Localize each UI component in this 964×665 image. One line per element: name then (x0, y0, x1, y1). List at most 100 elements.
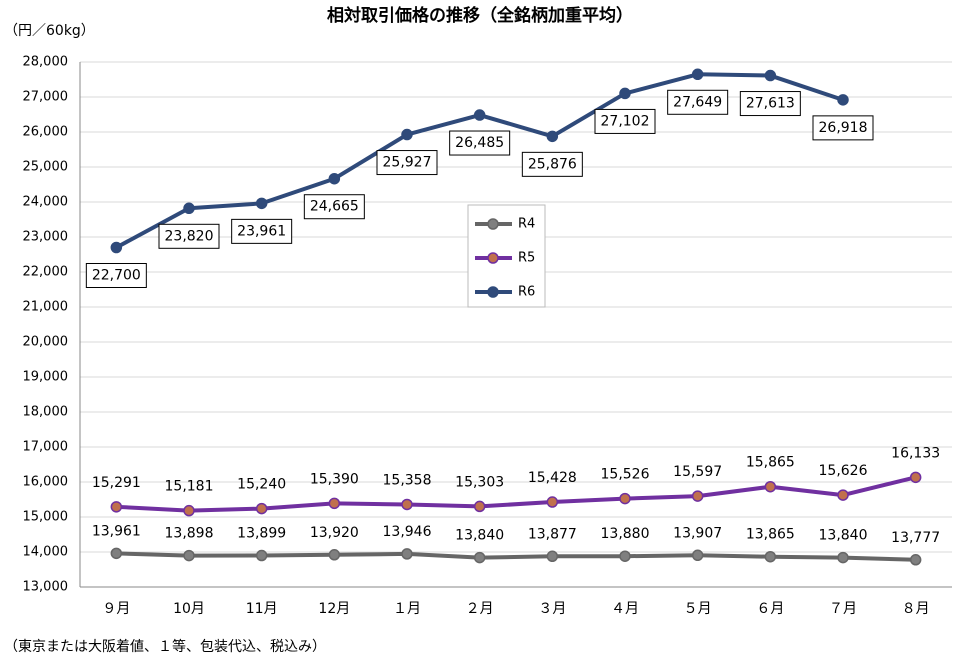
data-label: 15,626 (819, 463, 868, 479)
x-tick-label: ３月 (538, 601, 566, 617)
x-tick-label: 11月 (246, 601, 278, 617)
marker (546, 550, 559, 563)
x-tick-label: ８月 (902, 601, 930, 617)
marker (255, 197, 268, 210)
y-tick-label: 14,000 (23, 545, 69, 560)
marker (183, 202, 195, 215)
data-label: 13,877 (528, 526, 577, 542)
marker (473, 500, 486, 513)
label-box (231, 218, 293, 244)
data-label: 23,820 (165, 228, 214, 244)
y-tick-label: 28,000 (23, 55, 69, 70)
marker (909, 554, 922, 566)
marker (546, 130, 559, 143)
data-label: 13,961 (92, 523, 141, 539)
y-axis-label: （円／60kg） (4, 23, 95, 39)
series-line (116, 475, 917, 513)
label-box (376, 150, 438, 176)
marker (764, 480, 777, 493)
data-label: 15,303 (455, 474, 504, 490)
legend-marker (487, 218, 499, 230)
data-label: 25,927 (383, 155, 432, 171)
x-tick-label: 10月 (173, 601, 205, 617)
label-box (812, 115, 874, 141)
legend-label: R4 (518, 217, 535, 232)
marker (909, 471, 922, 484)
marker (255, 549, 268, 562)
data-label: 13,920 (310, 525, 359, 541)
label-box (667, 89, 729, 115)
x-tick-label: ４月 (611, 601, 639, 617)
data-label: 13,898 (165, 526, 214, 542)
x-tick-label: ６月 (756, 601, 784, 617)
label-box (449, 130, 511, 156)
label-box (85, 263, 147, 288)
y-tick-label: 24,000 (23, 195, 69, 210)
data-label: 13,840 (455, 528, 504, 544)
x-tick-label: ７月 (829, 601, 857, 617)
legend-label: R6 (518, 285, 535, 300)
chart-title: 相対取引価格の推移（全銘柄加重平均） (327, 5, 633, 26)
marker (110, 547, 123, 560)
marker (619, 87, 631, 100)
x-tick-label: 12月 (318, 601, 350, 617)
marker (837, 551, 849, 564)
y-tick-label: 20,000 (23, 335, 69, 350)
y-tick-label: 21,000 (23, 300, 69, 315)
y-tick-label: 15,000 (23, 510, 69, 525)
label-box (303, 194, 365, 220)
label-box (739, 91, 801, 117)
marker (764, 550, 777, 563)
label-box (521, 151, 583, 177)
marker (183, 549, 195, 562)
y-tick-label: 17,000 (23, 440, 69, 455)
marker (546, 496, 559, 508)
y-tick-label: 25,000 (23, 160, 69, 175)
marker (401, 498, 413, 511)
y-tick-label: 19,000 (23, 370, 69, 385)
data-label: 24,665 (310, 199, 359, 215)
marker (473, 109, 486, 121)
marker (764, 69, 777, 82)
marker (691, 490, 704, 502)
data-label: 27,649 (673, 94, 722, 110)
marker (401, 128, 413, 141)
label-box (594, 108, 656, 134)
data-label: 27,102 (601, 113, 650, 129)
data-label: 13,880 (601, 526, 650, 542)
data-label: 16,133 (891, 445, 940, 461)
marker (183, 504, 195, 517)
y-tick-label: 26,000 (23, 125, 69, 140)
data-label: 15,291 (92, 475, 141, 491)
data-label: 13,899 (237, 526, 286, 542)
marker (110, 501, 123, 513)
data-label: 13,865 (746, 527, 795, 543)
data-label: 25,876 (528, 156, 577, 172)
data-label: 15,358 (383, 472, 432, 488)
y-tick-label: 27,000 (23, 90, 69, 105)
marker (328, 497, 341, 510)
marker (619, 550, 631, 562)
data-label: 23,961 (237, 223, 286, 239)
x-tick-label: ５月 (684, 601, 712, 617)
label-box (158, 223, 220, 249)
marker (328, 172, 341, 185)
x-tick-label: ９月 (102, 601, 130, 617)
legend-label: R5 (518, 251, 535, 266)
legend-marker (487, 286, 499, 298)
data-label: 26,918 (819, 120, 868, 136)
data-label: 15,390 (310, 471, 359, 487)
data-label: 13,946 (383, 524, 432, 540)
data-label: 15,428 (528, 470, 577, 486)
marker (328, 549, 341, 561)
series-line (116, 551, 916, 562)
data-label: 26,485 (455, 135, 504, 151)
marker (691, 549, 704, 562)
data-label: 15,240 (237, 477, 286, 493)
x-tick-label: ２月 (466, 601, 494, 617)
y-tick-label: 22,000 (23, 265, 69, 280)
y-tick-label: 13,000 (23, 580, 69, 595)
marker (401, 548, 413, 560)
x-tick-label: １月 (393, 601, 421, 617)
